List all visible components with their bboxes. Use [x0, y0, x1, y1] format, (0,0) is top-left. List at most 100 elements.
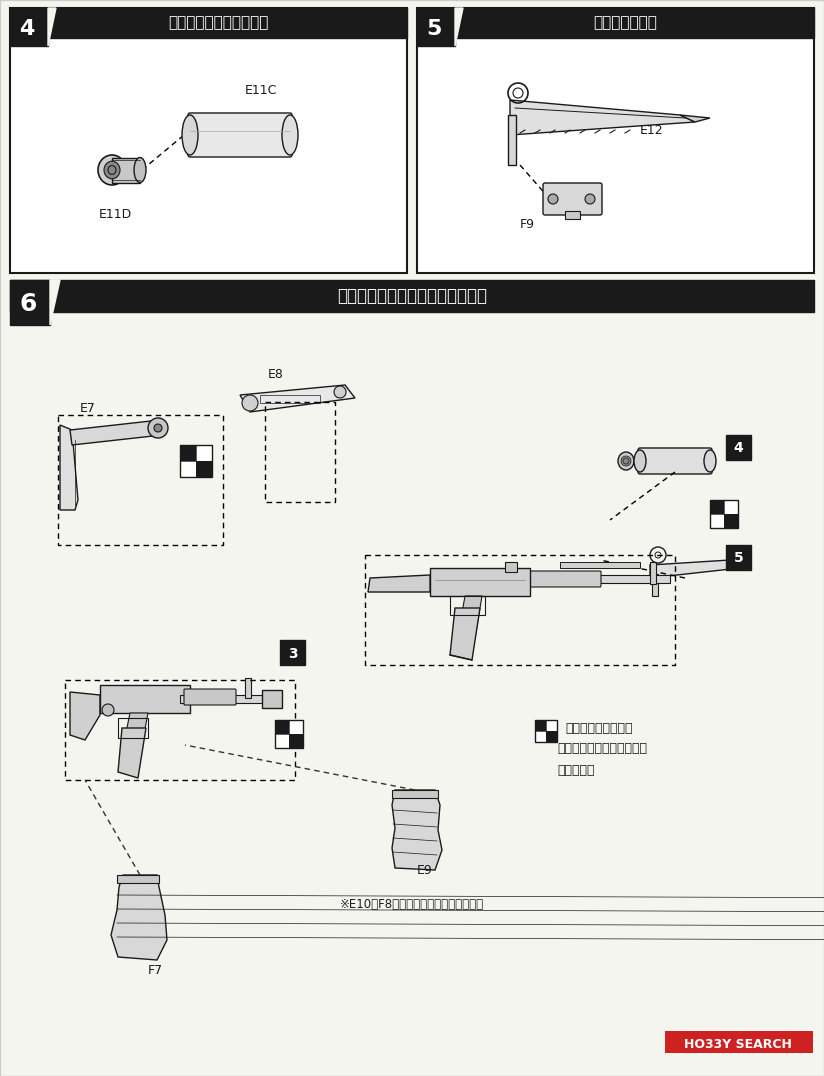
Bar — [710, 500, 738, 528]
Polygon shape — [60, 425, 78, 510]
Bar — [650, 562, 656, 584]
Bar — [505, 562, 517, 572]
Text: F7: F7 — [147, 963, 162, 977]
Text: E12: E12 — [640, 124, 663, 137]
Bar — [508, 115, 516, 165]
Bar — [710, 500, 724, 514]
FancyBboxPatch shape — [188, 113, 292, 157]
Ellipse shape — [704, 450, 716, 472]
Bar — [726, 435, 751, 461]
Bar — [545, 185, 600, 213]
Text: E7: E7 — [80, 401, 96, 414]
Bar — [117, 875, 159, 883]
FancyBboxPatch shape — [638, 448, 712, 475]
Bar — [724, 514, 738, 528]
Bar — [289, 734, 303, 748]
FancyBboxPatch shape — [184, 689, 236, 705]
Polygon shape — [111, 875, 167, 960]
Bar — [417, 8, 814, 38]
Bar — [535, 720, 557, 742]
Text: ストック、マガジン等の取り付け: ストック、マガジン等の取り付け — [337, 287, 487, 305]
Text: E9: E9 — [417, 864, 433, 877]
Bar — [726, 546, 751, 570]
Bar — [546, 720, 557, 731]
Text: F9: F9 — [520, 218, 535, 231]
Text: 5: 5 — [733, 552, 743, 566]
Ellipse shape — [182, 115, 198, 155]
Bar — [262, 690, 282, 708]
Text: E8: E8 — [268, 368, 284, 382]
Circle shape — [621, 456, 631, 466]
Bar — [289, 720, 303, 734]
Bar — [112, 158, 140, 183]
Text: 6: 6 — [19, 292, 37, 316]
Polygon shape — [70, 692, 100, 740]
Bar — [196, 445, 212, 461]
Circle shape — [102, 704, 114, 716]
Polygon shape — [118, 728, 146, 778]
Circle shape — [242, 395, 258, 411]
Bar — [535, 731, 546, 742]
Text: 銃剣の組み立て: 銃剣の組み立て — [593, 15, 658, 30]
Polygon shape — [455, 8, 463, 46]
Text: 3: 3 — [288, 647, 297, 661]
Bar — [275, 720, 289, 734]
Circle shape — [623, 458, 629, 464]
Text: ※E10とF8はアクセサリーの弾倉です。: ※E10とF8はアクセサリーの弾倉です。 — [340, 898, 484, 911]
Text: りパーツを選択することが: りパーツを選択することが — [557, 741, 647, 754]
Text: HO33Y SEARCH: HO33Y SEARCH — [684, 1038, 792, 1051]
Bar — [10, 280, 50, 325]
Ellipse shape — [104, 161, 120, 179]
Polygon shape — [48, 8, 56, 46]
Text: E11D: E11D — [98, 209, 132, 222]
Bar — [652, 574, 658, 596]
Bar — [417, 8, 455, 46]
Bar — [535, 720, 546, 731]
Ellipse shape — [134, 157, 146, 183]
Bar — [10, 8, 407, 38]
Bar — [10, 8, 407, 273]
Bar — [260, 395, 320, 404]
Text: サブレッサーの組み立て: サブレッサーの組み立て — [168, 15, 269, 30]
Text: の部分はお好みによ: の部分はお好みによ — [565, 722, 633, 735]
Circle shape — [154, 424, 162, 431]
Text: 4: 4 — [733, 441, 743, 455]
Bar — [180, 461, 196, 477]
Ellipse shape — [634, 450, 646, 472]
Circle shape — [148, 417, 168, 438]
Ellipse shape — [108, 166, 116, 174]
Bar — [392, 790, 438, 798]
Bar — [510, 575, 670, 583]
Polygon shape — [50, 280, 60, 325]
Bar — [665, 1031, 813, 1053]
Bar — [546, 731, 557, 742]
Polygon shape — [368, 575, 430, 592]
Bar — [280, 640, 305, 665]
Circle shape — [585, 194, 595, 204]
Text: 4: 4 — [19, 19, 35, 39]
Bar — [100, 685, 190, 713]
Polygon shape — [458, 596, 482, 638]
Ellipse shape — [98, 155, 126, 185]
Bar — [10, 280, 814, 312]
Polygon shape — [240, 385, 355, 412]
Text: できます。: できます。 — [557, 764, 594, 777]
Ellipse shape — [618, 452, 634, 470]
Bar — [180, 695, 270, 703]
Polygon shape — [70, 420, 162, 445]
Polygon shape — [450, 608, 480, 660]
Bar — [560, 562, 640, 568]
Bar — [245, 678, 251, 698]
Bar — [10, 8, 48, 46]
Bar — [710, 514, 724, 528]
Polygon shape — [680, 115, 710, 122]
Text: E11C: E11C — [245, 84, 278, 97]
Bar — [417, 8, 814, 273]
Bar — [430, 568, 530, 596]
Polygon shape — [392, 790, 442, 870]
FancyBboxPatch shape — [543, 183, 602, 215]
Bar — [196, 461, 212, 477]
FancyBboxPatch shape — [519, 571, 601, 587]
Polygon shape — [122, 713, 148, 755]
Bar — [724, 500, 738, 514]
